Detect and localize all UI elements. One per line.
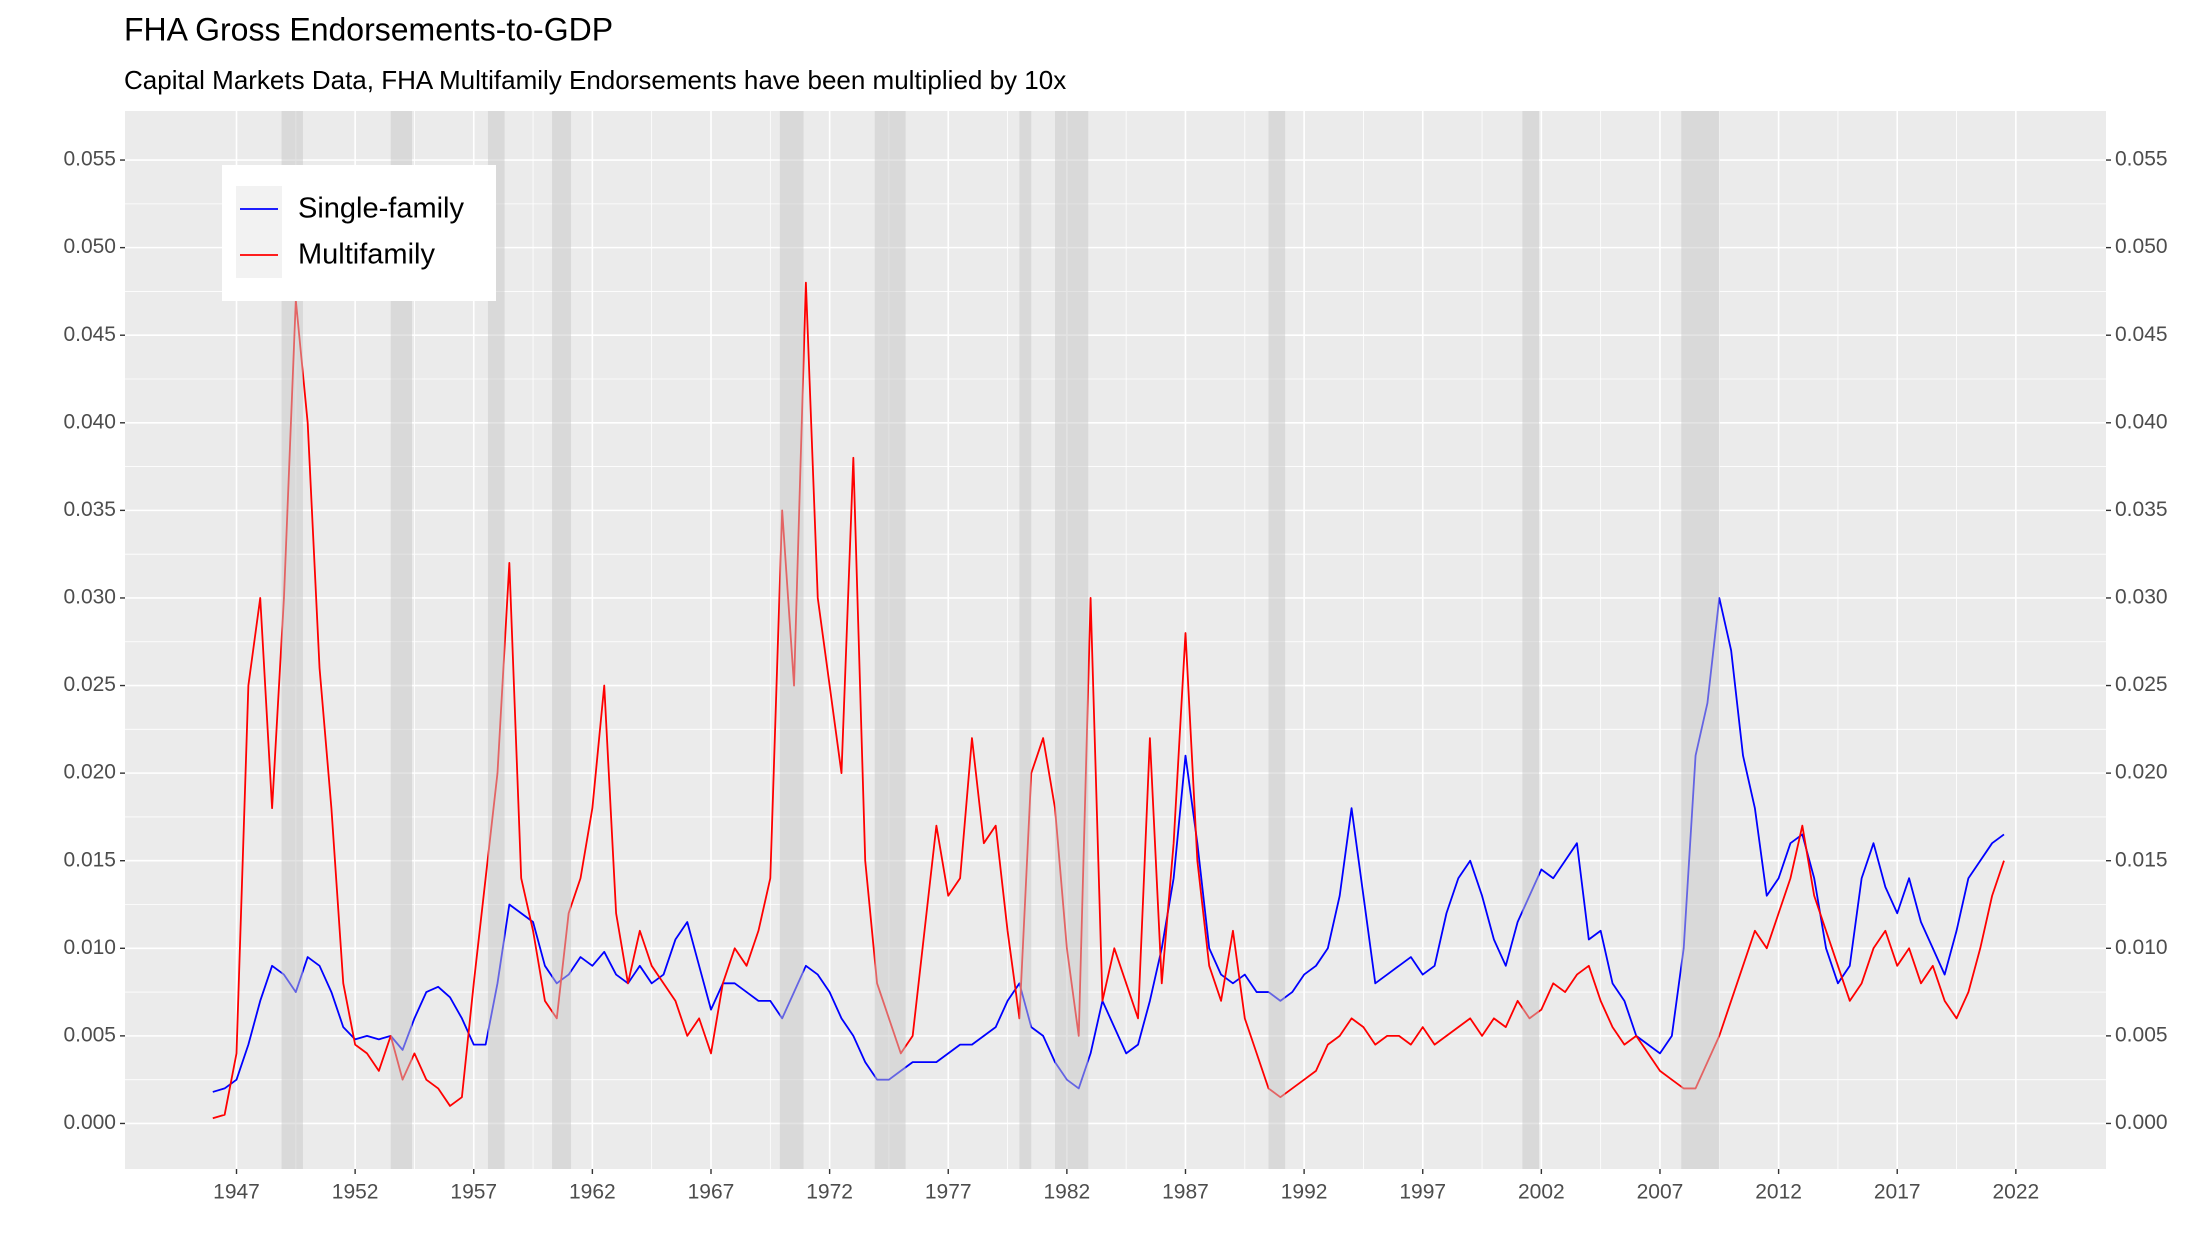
- y2-tick-label: 0.005: [2115, 1023, 2168, 1046]
- x-tick-label: 1957: [450, 1181, 497, 1204]
- x-tick-label: 1952: [332, 1181, 379, 1204]
- chart-title: FHA Gross Endorsements-to-GDP: [124, 11, 613, 47]
- shaded-period: [390, 111, 413, 1169]
- y2-tick-label: 0.045: [2115, 323, 2168, 346]
- legend-label: Single-family: [298, 193, 464, 225]
- y-tick-label: 0.025: [63, 673, 116, 696]
- y-tick-label: 0.055: [63, 148, 116, 171]
- y2-tick-label: 0.040: [2115, 410, 2168, 433]
- y2-tick-label: 0.050: [2115, 235, 2168, 258]
- x-tick-label: 2007: [1637, 1181, 1684, 1204]
- x-tick-label: 1947: [213, 1181, 260, 1204]
- y2-tick-label: 0.030: [2115, 586, 2168, 609]
- shaded-period: [1055, 111, 1089, 1169]
- shaded-period: [874, 111, 906, 1169]
- x-tick-label: 1977: [925, 1181, 972, 1204]
- y-tick-label: 0.030: [63, 586, 116, 609]
- shaded-period: [1681, 111, 1720, 1169]
- x-tick-label: 1987: [1162, 1181, 1209, 1204]
- shaded-period: [281, 111, 303, 1169]
- shaded-period: [1019, 111, 1032, 1169]
- y2-tick-label: 0.025: [2115, 673, 2168, 696]
- y-tick-label: 0.005: [63, 1023, 116, 1046]
- x-tick-label: 1992: [1281, 1181, 1328, 1204]
- y-tick-label: 0.010: [63, 936, 116, 959]
- y-tick-label: 0.000: [63, 1111, 116, 1134]
- x-tick-label: 2012: [1755, 1181, 1802, 1204]
- y2-tick-label: 0.000: [2115, 1111, 2168, 1134]
- shaded-period: [552, 111, 572, 1169]
- y-tick-label: 0.020: [63, 761, 116, 784]
- y-tick-label: 0.035: [63, 498, 116, 521]
- y2-tick-label: 0.035: [2115, 498, 2168, 521]
- x-tick-label: 1967: [688, 1181, 735, 1204]
- x-tick-label: 1982: [1044, 1181, 1091, 1204]
- y2-tick-label: 0.020: [2115, 761, 2168, 784]
- y-tick-label: 0.045: [63, 323, 116, 346]
- shaded-period: [1268, 111, 1286, 1169]
- x-tick-label: 1997: [1399, 1181, 1446, 1204]
- y-tick-label: 0.040: [63, 410, 116, 433]
- x-tick-label: 1962: [569, 1181, 616, 1204]
- y-tick-label: 0.015: [63, 848, 116, 871]
- y2-tick-label: 0.010: [2115, 936, 2168, 959]
- shaded-period: [1522, 111, 1539, 1169]
- shaded-period: [779, 111, 804, 1169]
- chart-subtitle: Capital Markets Data, FHA Multifamily En…: [124, 65, 1066, 95]
- x-tick-label: 1972: [806, 1181, 853, 1204]
- shaded-period: [487, 111, 505, 1169]
- x-tick-label: 2017: [1874, 1181, 1921, 1204]
- y2-tick-label: 0.015: [2115, 848, 2168, 871]
- legend-label: Multifamily: [298, 239, 435, 271]
- x-tick-label: 2002: [1518, 1181, 1565, 1204]
- x-tick-label: 2022: [1992, 1181, 2039, 1204]
- y-tick-label: 0.050: [63, 235, 116, 258]
- y2-tick-label: 0.055: [2115, 148, 2168, 171]
